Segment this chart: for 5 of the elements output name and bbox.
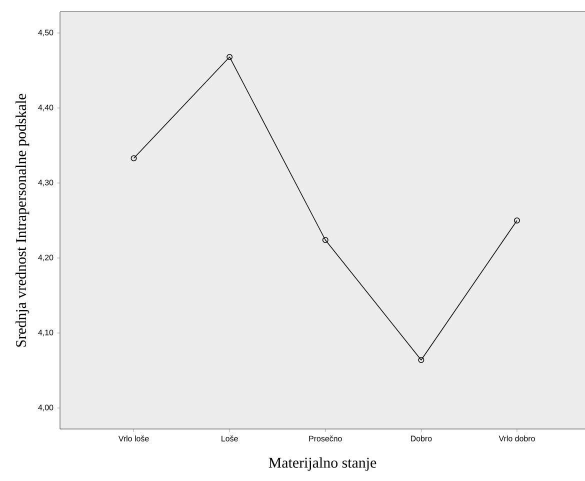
point: [226, 54, 233, 60]
x-axis-title: Materijalno stanje: [268, 457, 376, 471]
point: [418, 357, 424, 363]
point: [322, 237, 328, 243]
y-axis-title: Srednja vrednost Intrapersonalne podskale: [16, 94, 30, 347]
